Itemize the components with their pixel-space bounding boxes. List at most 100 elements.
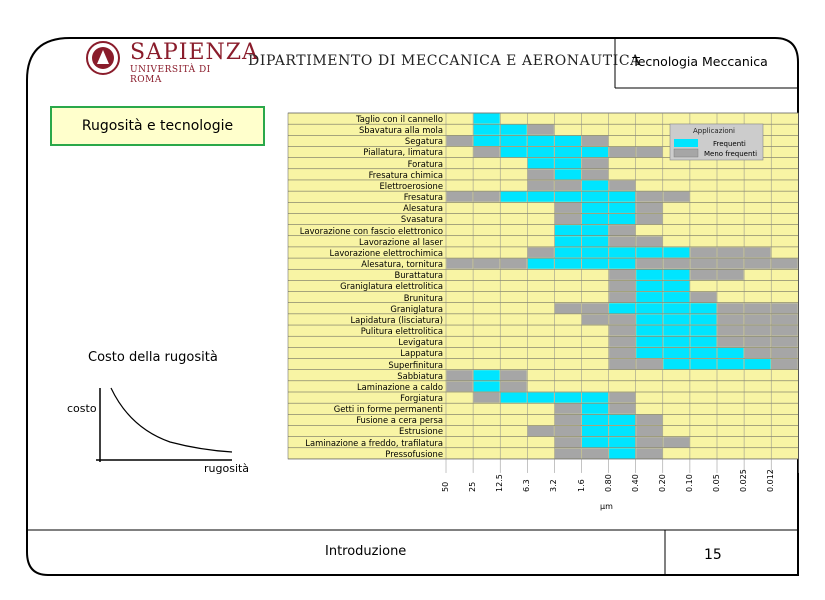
cell-frequent bbox=[663, 314, 690, 325]
cell-less-frequent bbox=[744, 258, 771, 269]
cell-less-frequent bbox=[582, 448, 609, 459]
cell-less-frequent bbox=[554, 437, 581, 448]
cell-less-frequent bbox=[744, 247, 771, 258]
cell-frequent bbox=[663, 280, 690, 292]
cell-less-frequent bbox=[744, 347, 771, 359]
slide-title-box: Rugosità e tecnologie bbox=[50, 106, 265, 146]
cell-less-frequent bbox=[717, 258, 744, 269]
cell-less-frequent bbox=[582, 303, 609, 314]
cell-less-frequent bbox=[609, 336, 636, 347]
cell-frequent bbox=[582, 225, 609, 236]
slide-title: Rugosità e tecnologie bbox=[81, 118, 234, 134]
process-label: Fresatura bbox=[403, 192, 443, 203]
cell-less-frequent bbox=[771, 359, 798, 370]
cell-frequent bbox=[663, 359, 690, 370]
cell-frequent bbox=[636, 336, 663, 347]
cell-frequent bbox=[527, 191, 554, 202]
cell-less-frequent bbox=[771, 314, 798, 325]
department-name: DIPARTIMENTO DI MECCANICA E AERONAUTICA bbox=[248, 53, 641, 69]
process-label: Laminazione a freddo, trafilatura bbox=[305, 437, 443, 448]
roughness-tick: 50 bbox=[441, 481, 450, 492]
roughness-tick: 6.3 bbox=[522, 479, 532, 492]
cell-less-frequent bbox=[717, 303, 744, 314]
cell-less-frequent bbox=[744, 303, 771, 314]
legend-frequent-swatch bbox=[674, 139, 698, 147]
cell-frequent bbox=[663, 336, 690, 347]
process-label: Sabbiatura bbox=[397, 370, 443, 381]
cell-frequent bbox=[690, 336, 717, 347]
cell-frequent bbox=[500, 392, 527, 403]
process-label: Graniglatura elettrolitica bbox=[340, 281, 443, 292]
cell-frequent bbox=[527, 146, 554, 158]
cell-less-frequent bbox=[717, 269, 744, 280]
process-label: Taglio con il cannello bbox=[356, 114, 443, 124]
process-label: Burattatura bbox=[394, 270, 444, 281]
cell-frequent bbox=[636, 292, 663, 303]
legend-less-frequent-label: Meno frequenti bbox=[704, 150, 758, 158]
cell-less-frequent bbox=[609, 180, 636, 191]
cell-less-frequent bbox=[744, 325, 771, 336]
footer-section: Introduzione bbox=[325, 544, 407, 559]
cell-frequent bbox=[554, 258, 581, 269]
cell-frequent bbox=[609, 247, 636, 258]
cell-frequent bbox=[663, 347, 690, 359]
cell-less-frequent bbox=[446, 135, 473, 146]
roughness-tick: 0.80 bbox=[603, 474, 613, 492]
process-label: Graniglatura bbox=[390, 303, 443, 314]
cell-less-frequent bbox=[609, 236, 636, 247]
cell-less-frequent bbox=[663, 437, 690, 448]
cell-less-frequent bbox=[609, 403, 636, 414]
cell-less-frequent bbox=[582, 135, 609, 146]
legend-less-frequent-swatch bbox=[673, 148, 699, 158]
process-label: Lapidatura (lisciatura) bbox=[350, 314, 443, 325]
cell-frequent bbox=[690, 359, 717, 370]
university-subtitle: UNIVERSITÀ DI ROMA bbox=[130, 65, 211, 85]
roughness-tick: 0.012 bbox=[766, 469, 776, 492]
cell-frequent bbox=[500, 124, 527, 135]
cell-frequent bbox=[473, 135, 500, 146]
cell-frequent bbox=[636, 314, 663, 325]
cell-less-frequent bbox=[636, 359, 663, 370]
cell-frequent bbox=[500, 191, 527, 202]
cell-frequent bbox=[690, 303, 717, 314]
cost-curve bbox=[110, 387, 233, 453]
process-label: Sbavatura alla mola bbox=[358, 125, 443, 136]
roughness-tick: 25 bbox=[468, 481, 478, 492]
cell-frequent bbox=[554, 146, 581, 158]
cell-less-frequent bbox=[582, 314, 609, 325]
cell-frequent bbox=[609, 303, 636, 314]
cell-frequent bbox=[582, 403, 609, 414]
cell-less-frequent bbox=[473, 392, 500, 403]
process-label: Forgiatura bbox=[400, 393, 443, 403]
roughness-tick: 0.20 bbox=[657, 474, 667, 492]
cell-frequent bbox=[582, 202, 609, 213]
cell-less-frequent bbox=[609, 146, 636, 158]
cell-less-frequent bbox=[554, 403, 581, 414]
cell-less-frequent bbox=[690, 269, 717, 280]
cell-less-frequent bbox=[744, 314, 771, 325]
cell-frequent bbox=[663, 247, 690, 258]
cell-frequent bbox=[690, 325, 717, 336]
cell-frequent bbox=[554, 169, 581, 180]
cell-less-frequent bbox=[609, 325, 636, 336]
cell-less-frequent bbox=[554, 303, 581, 314]
cell-frequent bbox=[527, 158, 554, 169]
process-label: Lavorazione con fascio elettronico bbox=[299, 225, 443, 236]
cell-frequent bbox=[554, 247, 581, 258]
cell-less-frequent bbox=[690, 292, 717, 303]
cell-less-frequent bbox=[609, 392, 636, 403]
cell-frequent bbox=[473, 124, 500, 135]
cell-less-frequent bbox=[663, 258, 690, 269]
cell-less-frequent bbox=[717, 314, 744, 325]
cell-less-frequent bbox=[609, 225, 636, 236]
cell-frequent bbox=[609, 258, 636, 269]
cell-less-frequent bbox=[771, 258, 798, 269]
cell-frequent bbox=[690, 347, 717, 359]
roughness-tick: 1.6 bbox=[576, 479, 586, 492]
cell-less-frequent bbox=[609, 314, 636, 325]
cell-frequent bbox=[636, 269, 663, 280]
roughness-tick: 3.2 bbox=[549, 479, 559, 492]
process-label: Superfinitura bbox=[388, 359, 443, 370]
process-label: Foratura bbox=[407, 158, 443, 169]
cell-frequent bbox=[554, 392, 581, 403]
